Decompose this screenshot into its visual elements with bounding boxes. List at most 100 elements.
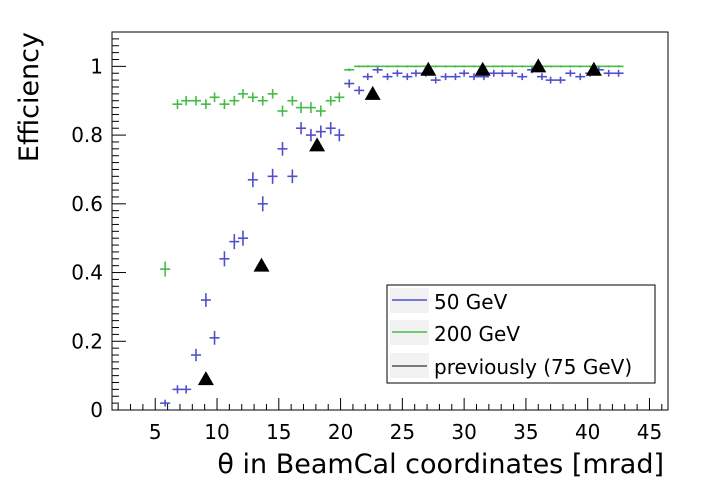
x-tick-label: 25 — [390, 420, 415, 444]
data-point — [229, 234, 240, 250]
data-point — [296, 102, 307, 114]
series-50-gev — [160, 66, 624, 407]
data-point — [603, 65, 614, 68]
data-point — [257, 95, 268, 106]
data-point — [507, 69, 518, 77]
data-point — [200, 99, 211, 109]
data-point — [181, 385, 192, 394]
data-point — [237, 230, 248, 246]
y-axis: 0 0.2 0.4 0.6 0.8 1 — [71, 31, 126, 422]
data-point — [334, 92, 345, 103]
data-point — [450, 65, 461, 68]
y-axis-label: Efficiency — [14, 32, 45, 162]
data-marks — [160, 58, 624, 407]
x-axis-label: θ in BeamCal coordinates [mrad] — [217, 449, 664, 480]
data-point — [172, 385, 183, 394]
data-point — [267, 89, 278, 99]
data-point — [219, 251, 230, 267]
series-previously-75-gev — [197, 58, 602, 386]
data-point — [247, 172, 258, 188]
data-point — [287, 169, 298, 184]
data-point — [200, 293, 211, 307]
data-point-triangle — [309, 137, 326, 152]
data-point — [237, 89, 248, 99]
data-point — [382, 73, 393, 81]
data-point-triangle — [420, 61, 437, 76]
data-point — [565, 65, 576, 68]
data-point — [362, 65, 373, 68]
data-point — [517, 73, 528, 81]
data-point — [392, 69, 403, 77]
data-point — [575, 65, 586, 68]
data-point — [160, 261, 171, 277]
data-point — [334, 128, 345, 142]
data-point — [507, 65, 518, 68]
y-tick-label: 0.6 — [71, 192, 103, 216]
data-point-triangle — [197, 371, 214, 386]
data-point — [545, 65, 556, 68]
data-point — [488, 69, 499, 77]
data-point — [344, 79, 355, 88]
data-point — [410, 69, 421, 77]
data-point — [497, 65, 508, 68]
x-axis: 5 10 15 20 25 30 35 40 45 — [117, 398, 663, 444]
data-point — [459, 69, 470, 77]
data-point — [372, 65, 383, 68]
legend-label-50gev: 50 GeV — [434, 290, 508, 314]
data-point — [402, 73, 413, 81]
data-point — [382, 65, 393, 68]
data-point — [555, 65, 566, 68]
data-point — [181, 95, 192, 106]
legend-label-200gev: 200 GeV — [434, 322, 520, 346]
y-tick-label: 0.2 — [71, 329, 103, 353]
data-point — [536, 73, 547, 81]
data-point — [440, 73, 451, 81]
data-point — [603, 69, 614, 77]
x-tick-label: 45 — [637, 420, 662, 444]
data-point — [575, 73, 586, 81]
data-point — [172, 99, 183, 109]
series-200-gev — [160, 65, 624, 277]
data-point — [296, 122, 307, 135]
data-point — [277, 141, 288, 156]
data-point-triangle — [530, 58, 547, 73]
data-point — [545, 76, 556, 84]
data-point — [277, 105, 288, 117]
y-tick-label: 0.4 — [71, 261, 103, 285]
data-point — [325, 95, 336, 106]
y-tick-label: 0.8 — [71, 123, 103, 147]
x-tick-label: 5 — [149, 420, 162, 444]
data-point — [191, 348, 202, 362]
data-point — [613, 65, 624, 68]
x-tick-label: 15 — [266, 420, 291, 444]
data-point — [362, 73, 373, 81]
y-tick-label: 1 — [90, 54, 103, 78]
data-point — [257, 196, 268, 212]
data-point — [450, 73, 461, 81]
data-point-triangle — [474, 61, 491, 76]
data-point — [229, 95, 240, 106]
data-point — [497, 69, 508, 77]
data-point — [517, 65, 528, 68]
x-tick-label: 10 — [204, 420, 229, 444]
data-point — [305, 102, 316, 114]
data-point — [430, 76, 441, 84]
data-point — [440, 65, 451, 68]
data-point — [209, 330, 220, 345]
data-point — [354, 86, 365, 95]
data-point — [160, 399, 171, 407]
data-point — [372, 66, 383, 74]
data-point — [459, 65, 470, 68]
x-tick-label: 35 — [513, 420, 538, 444]
data-point — [325, 122, 336, 135]
x-tick-label: 30 — [451, 420, 476, 444]
data-point — [565, 69, 576, 77]
x-tick-label: 40 — [575, 420, 600, 444]
data-point — [267, 168, 278, 184]
data-point — [410, 65, 421, 68]
data-point — [392, 65, 403, 68]
data-point — [191, 95, 202, 106]
data-point-triangle — [585, 61, 602, 76]
